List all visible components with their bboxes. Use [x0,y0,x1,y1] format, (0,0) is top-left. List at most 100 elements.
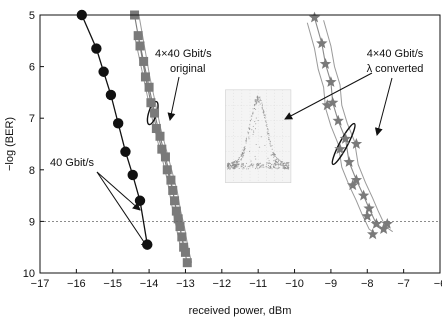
inset-sample-dot [286,165,288,167]
data-point-star [327,96,339,108]
inset-sample-dot [257,120,259,122]
inset-sample-dot [271,148,273,150]
inset-sample-dot [276,162,278,164]
inset-sample-dot [277,166,279,168]
inset-sample-dot [246,168,248,170]
data-point-square [179,242,189,252]
inset-sample-dot [250,115,252,117]
inset-sample-dot [240,165,242,167]
inset-sample-dot [258,101,260,104]
inset-sample-dot [242,149,244,151]
inset-sample-dot [262,165,264,167]
inset-sample-dot [238,160,240,162]
inset-sample-dot [266,166,268,168]
x-tick-label: −7 [397,278,410,290]
inset-sample-dot [256,164,258,166]
annotation-original-line2: original [170,63,205,75]
inset-sample-dot [254,99,256,101]
y-tick-label: 6 [29,62,35,74]
annotation-40gbit: 40 Gbit/s [50,157,95,169]
inset-sample-dot [287,163,289,165]
inset-sample-dot [245,138,247,140]
inset-sample-dot [263,112,265,114]
inset-sample-dot [257,96,259,98]
inset-sample-dot [235,163,237,165]
data-point-star [343,156,355,167]
inset-sample-dot [236,161,238,163]
inset-sample-dot [274,164,276,166]
inset-sample-dot [238,162,240,165]
inset-sample-dot [240,155,242,157]
inset-sample-dot [267,157,269,159]
inset-sample-dot [277,167,279,170]
inset-sample-dot [277,160,280,162]
inset-sample-dot [269,144,271,146]
inset-sample-dot [252,108,254,110]
inset-sample-dot [242,150,245,152]
inset-sample-dot [256,96,258,98]
inset-sample-dot [234,161,236,163]
inset-sample-dot [240,153,242,155]
inset-sample-dot [267,128,269,130]
inset-sample-dot [255,108,257,110]
inset-sample-dot [261,108,263,110]
inset-sample-dot [270,164,273,166]
inset-sample-dot [253,103,256,105]
inset-sample-dot [277,163,279,165]
inset-sample-dot [243,155,245,157]
inset-sample-dot [261,102,263,104]
y-axis-label: −log (BER) [4,117,16,171]
data-point-star [370,218,383,229]
inset-sample-dot [277,157,279,160]
inset-sample-dot [273,155,275,157]
inset-sample-dot [285,161,288,164]
x-tick-label: −12 [212,278,231,290]
inset-sample-dot [286,168,288,170]
inset-sample-dot [259,166,261,168]
y-tick-label: 7 [29,113,35,125]
group-ellipse-converted [331,122,356,166]
inset-sample-dot [261,107,263,109]
inset-sample-dot [268,167,270,170]
inset-sample-dot [267,163,269,165]
inset-sample-dot [253,105,256,107]
inset-sample-dot [277,158,280,160]
inset-sample-dot [245,162,248,164]
inset-sample-dot [260,100,262,102]
inset-sample-dot [266,126,268,128]
arrow-converted-inset [284,72,373,120]
inset-sample-dot [277,164,279,166]
inset-sample-dot [252,166,254,168]
inset-sample-dot [254,155,256,157]
x-tick-label: −14 [140,278,159,290]
inset-sample-dot [275,167,277,169]
axes: −17 −16 −15 −14 −13 −12 −11 −10 −9 −8 −7 −6 5 6 7 8 9 10 [23,10,442,290]
data-point-star [319,58,332,69]
data-point-circle [105,89,117,101]
x-tick-label: −9 [325,278,338,290]
inset-sample-dot [232,167,234,169]
inset-sample-dot [250,118,252,120]
inset-sample-dot [237,160,239,162]
inset-sample-dot [274,155,276,157]
inset-sample-dot [229,168,231,170]
inset-sample-dot [242,168,244,170]
inset-sample-dot [255,123,257,125]
plot-frame [39,14,441,274]
inset-sample-dot [235,160,237,162]
inset-sample-dot [276,168,278,170]
inset-sample-dot [269,162,271,164]
data-point-square [175,222,185,232]
inset-sample-dot [227,163,229,165]
inset-sample-dot [280,161,283,163]
x-tick-label: −10 [285,278,304,290]
inset-sample-dot [231,162,233,164]
inset-sample-dot [253,130,255,132]
x-tick-label: −17 [31,278,50,290]
arrow-original [167,76,180,121]
inset-sample-dot [255,158,257,160]
inset-sample-dot [227,166,229,168]
inset-sample-dot [265,120,267,122]
